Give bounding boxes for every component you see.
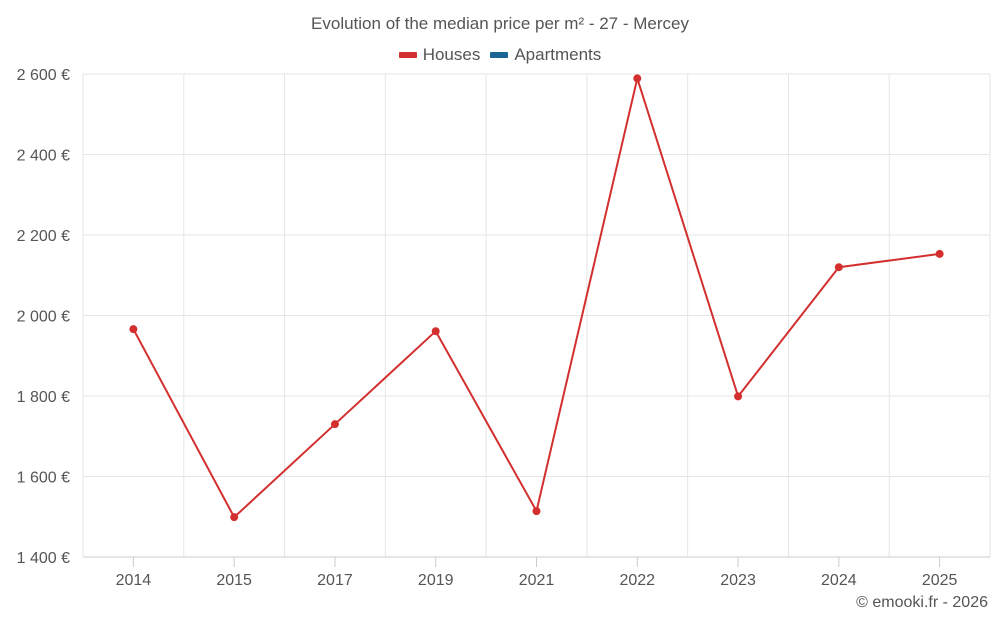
y-tick-label: 2 200 € xyxy=(17,228,70,245)
y-tick-label: 1 400 € xyxy=(17,550,70,567)
x-tick-label: 2024 xyxy=(821,572,857,589)
legend-item-houses[interactable]: Houses xyxy=(398,45,481,65)
x-tick-label: 2017 xyxy=(317,572,353,589)
legend-swatch-houses xyxy=(398,52,417,58)
legend-item-apartments[interactable]: Apartments xyxy=(490,45,601,65)
y-tick-label: 1 800 € xyxy=(17,389,70,406)
x-tick-label: 2019 xyxy=(418,572,454,589)
x-tick-label: 2021 xyxy=(519,572,555,589)
copyright-credit: © emooki.fr - 2026 xyxy=(856,594,988,611)
x-tick-label: 2015 xyxy=(216,572,252,589)
data-point xyxy=(230,513,239,522)
x-tick-label: 2023 xyxy=(720,572,756,589)
x-tick-label: 2022 xyxy=(619,572,655,589)
legend-label-apartments: Apartments xyxy=(514,45,602,64)
legend-swatch-apartments xyxy=(490,52,509,58)
y-tick-label: 1 600 € xyxy=(17,470,70,487)
series-line-houses xyxy=(132,77,940,519)
y-tick-label: 2 000 € xyxy=(17,309,70,326)
data-point xyxy=(734,392,743,401)
chart-title: Evolution of the median price per m² - 2… xyxy=(311,14,689,33)
x-tick-label: 2014 xyxy=(116,572,152,589)
data-point xyxy=(532,507,541,516)
data-point xyxy=(330,420,339,429)
data-point xyxy=(633,74,642,83)
x-tick-label: 2025 xyxy=(922,572,958,589)
y-tick-label: 2 600 € xyxy=(17,67,70,84)
data-point xyxy=(834,263,843,272)
y-tick-label: 2 400 € xyxy=(17,148,70,165)
chart-legend: Houses Apartments xyxy=(0,45,1000,65)
data-point xyxy=(431,327,440,336)
data-point xyxy=(935,249,944,258)
legend-label-houses: Houses xyxy=(422,45,481,64)
data-point xyxy=(129,325,138,334)
